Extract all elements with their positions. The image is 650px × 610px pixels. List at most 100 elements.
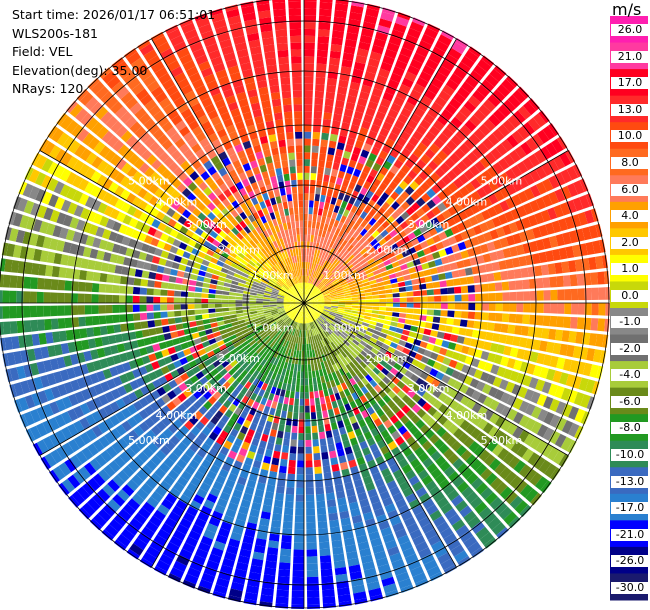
ray-gate <box>312 328 317 336</box>
ray-gate <box>398 458 409 469</box>
ray-gate <box>79 92 94 106</box>
ray-gate <box>364 366 372 374</box>
ray-gate <box>208 221 217 230</box>
ray-gate <box>323 309 331 313</box>
ray-gate <box>215 534 228 545</box>
ray-gate <box>315 84 325 92</box>
ray-gate <box>384 186 394 196</box>
ray-gate <box>309 293 315 299</box>
ray-gate <box>206 235 215 244</box>
ray-gate <box>370 359 379 367</box>
ray-gate <box>331 305 339 308</box>
ray-gate <box>276 305 284 308</box>
ray-gate <box>276 402 283 411</box>
ray-gate <box>376 363 384 371</box>
ray-gate <box>384 363 393 372</box>
ray-gate <box>505 381 516 393</box>
ray-gate <box>292 328 296 336</box>
ray-gate <box>366 581 381 591</box>
ray-gate <box>276 303 284 305</box>
ray-gate <box>86 210 97 222</box>
ray-gate <box>243 287 251 292</box>
ray-gate <box>367 246 376 254</box>
ray-gate <box>115 398 126 410</box>
ray-gate <box>398 286 407 292</box>
ray-gate <box>369 337 378 344</box>
ray-gate <box>305 426 311 434</box>
ray-gate <box>102 503 116 517</box>
ray-gate <box>304 296 306 303</box>
ray-gate <box>516 444 529 458</box>
ray-gate <box>329 50 341 59</box>
ray-gate <box>296 487 304 495</box>
ray-gate <box>101 228 112 240</box>
ray-gate <box>393 565 408 576</box>
ray-gate <box>67 341 77 353</box>
ray-gate <box>361 322 370 327</box>
ray-gate <box>222 311 230 316</box>
ray-gate <box>245 281 253 287</box>
ray-gate <box>105 446 118 459</box>
ray-gate <box>293 293 299 299</box>
ray-gate <box>344 217 352 226</box>
ray-gate <box>500 392 511 404</box>
ray-gate <box>321 230 327 238</box>
ray-gate <box>415 333 424 340</box>
ray-gate <box>538 110 550 124</box>
ray-gate <box>215 234 224 243</box>
ray-gate <box>252 318 260 323</box>
ray-gate <box>360 369 369 377</box>
ray-gate <box>334 328 342 335</box>
ray-gate <box>123 341 132 351</box>
ray-gate <box>317 318 323 325</box>
ray-gate <box>441 145 453 157</box>
ray-gate <box>264 325 271 332</box>
ray-gate <box>330 422 338 431</box>
ray-gate <box>304 303 309 308</box>
ray-gate <box>320 361 326 369</box>
ray-gate <box>256 309 264 313</box>
ray-gate <box>430 77 444 89</box>
ray-gate <box>478 104 491 117</box>
ray-gate <box>329 265 336 273</box>
ray-gate <box>477 393 488 404</box>
ray-gate <box>135 377 146 387</box>
ray-gate <box>125 523 139 536</box>
ray-gate <box>523 291 531 301</box>
ray-gate <box>369 443 379 453</box>
ray-gate <box>373 418 383 427</box>
ray-gate <box>343 313 351 318</box>
ray-gate <box>359 127 369 136</box>
ray-gate <box>407 65 420 76</box>
ray-gate <box>325 254 331 262</box>
ray-gate <box>372 303 380 307</box>
ray-gate <box>307 590 320 598</box>
ray-gate <box>450 225 460 235</box>
ray-gate <box>140 279 149 287</box>
ray-gate <box>235 310 244 314</box>
ray-gate <box>381 343 390 351</box>
ray-gate <box>221 207 230 217</box>
ray-gate <box>163 457 175 469</box>
ray-gate <box>441 340 450 349</box>
ray-gate <box>372 203 381 212</box>
ray-gate <box>248 473 258 482</box>
ray-gate <box>381 220 390 229</box>
ray-gate <box>306 501 315 509</box>
ray-gate <box>185 536 199 548</box>
ray-gate <box>404 185 415 196</box>
ray-gate <box>358 419 367 428</box>
ray-gate <box>318 390 324 398</box>
ray-gate <box>112 474 125 488</box>
ray-gate <box>322 589 335 598</box>
ray-gate <box>137 532 151 545</box>
ray-gate <box>317 341 322 349</box>
ray-gate <box>414 175 424 186</box>
ray-gate <box>232 575 246 585</box>
ray-gate <box>373 330 381 336</box>
ray-gate <box>128 153 140 165</box>
ray-gate <box>222 198 231 208</box>
ray-gate <box>324 479 333 487</box>
ray-gate <box>412 258 421 266</box>
ray-gate <box>498 158 510 171</box>
